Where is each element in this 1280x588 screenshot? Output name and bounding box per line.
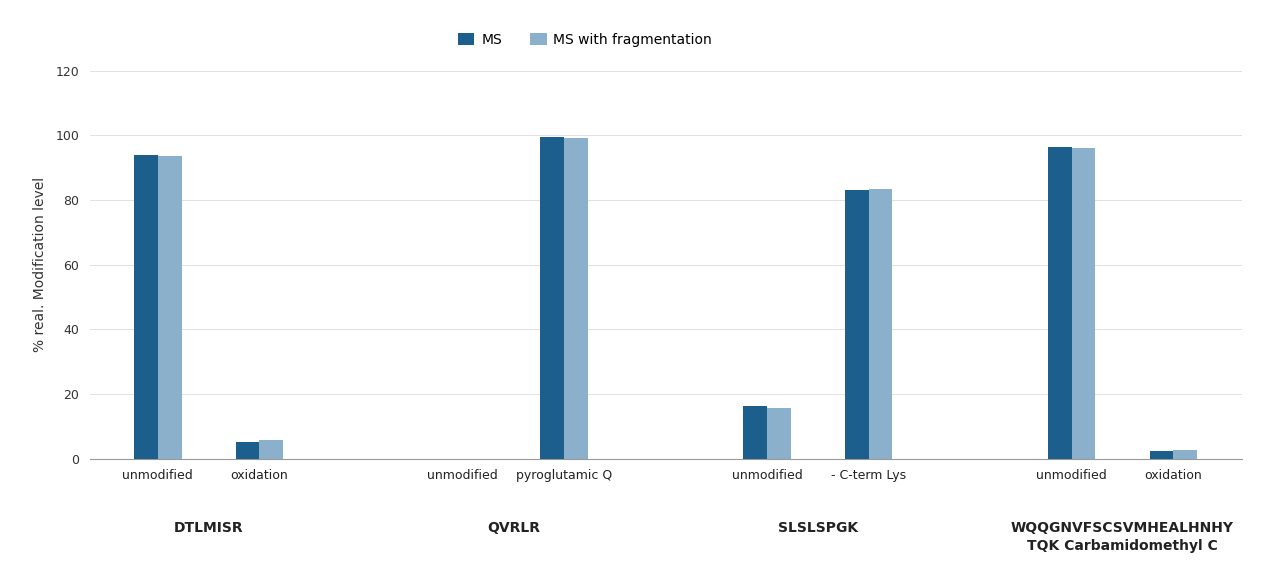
Bar [845,189,869,459]
Bar [1071,148,1096,459]
Bar [1048,146,1071,459]
Text: QVRLR: QVRLR [486,521,540,534]
Bar [869,189,892,459]
Y-axis label: % real. Modification level: % real. Modification level [33,177,47,352]
Bar [236,442,260,459]
Bar [260,440,283,459]
Bar [157,156,182,459]
Text: WQQGNVFSCSVMHEALHNHY
TQK Carbamidomethyl C: WQQGNVFSCSVMHEALHNHY TQK Carbamidomethyl… [1011,521,1234,553]
Text: DTLMISR: DTLMISR [174,521,243,534]
Text: SLSLSPGK: SLSLSPGK [778,521,858,534]
Bar [767,407,791,459]
Bar [540,137,564,459]
Bar [1149,450,1174,459]
Bar [1174,450,1197,459]
Legend: MS, MS with fragmentation: MS, MS with fragmentation [452,27,718,52]
Bar [134,155,157,459]
Bar [564,138,588,459]
Bar [744,406,767,459]
